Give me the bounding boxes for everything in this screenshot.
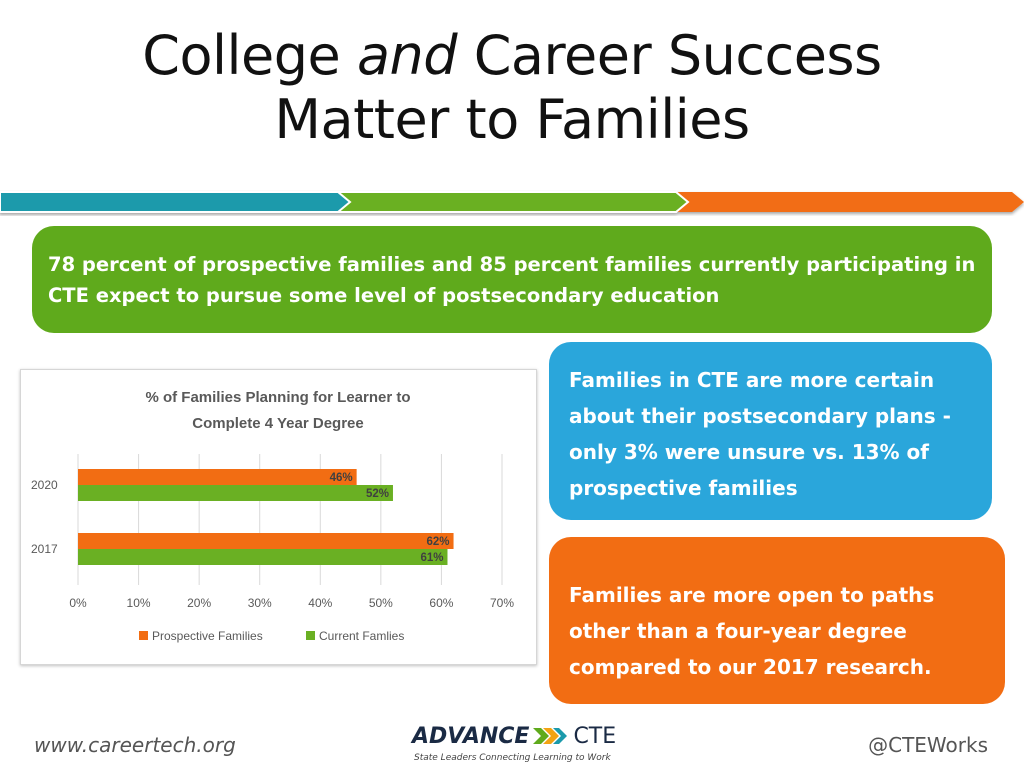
x-tick-label: 60%: [429, 596, 453, 610]
bar-current-famlies-2017: [78, 549, 448, 565]
bar-current-famlies-2020: [78, 485, 393, 501]
slide-title: College and Career Success Matter to Fam…: [0, 24, 1024, 152]
x-tick-label: 10%: [127, 596, 151, 610]
legend-label-0: Prospective Families: [152, 629, 263, 643]
title-emphasis: and: [356, 24, 458, 87]
footer-handle[interactable]: @CTEWorks: [868, 733, 988, 757]
x-tick-label: 50%: [369, 596, 393, 610]
logo-chevrons-icon: [533, 728, 568, 744]
legend-label-1: Current Famlies: [319, 629, 404, 643]
x-tick-label: 40%: [308, 596, 332, 610]
bar-chart: % of Families Planning for Learner to Com…: [31, 389, 514, 643]
data-label: 52%: [366, 488, 389, 500]
arrow-segment-orange: [676, 192, 1024, 212]
data-label: 62%: [427, 536, 450, 548]
x-tick-label: 20%: [187, 596, 211, 610]
decorative-arrow-band: [0, 191, 1024, 213]
data-label: 46%: [330, 472, 353, 484]
title-part-2: Career Success: [457, 24, 883, 87]
chart-title-line-1: % of Families Planning for Learner to: [145, 389, 410, 406]
chart-title-line-2: Complete 4 Year Degree: [192, 415, 363, 432]
data-label: 61%: [420, 552, 443, 564]
logo-advance-text: ADVANCE: [412, 723, 530, 749]
callout-green: 78 percent of prospective families and 8…: [32, 226, 992, 333]
callout-green-text: 78 percent of prospective families and 8…: [48, 252, 976, 307]
bar-chart-panel: % of Families Planning for Learner to Com…: [20, 369, 537, 665]
callout-blue: Families in CTE are more certain about t…: [549, 342, 992, 520]
arrow-segment-teal: [0, 191, 352, 213]
x-tick-label: 30%: [248, 596, 272, 610]
logo-cte-text: CTE: [573, 723, 617, 749]
arrow-segment-green: [335, 191, 690, 213]
logo-main: ADVANCE CTE: [412, 722, 616, 750]
bar-prospective-families-2020: [78, 469, 357, 485]
logo-tagline: State Leaders Connecting Learning to Wor…: [414, 753, 611, 763]
legend-swatch-1: [306, 631, 315, 640]
legend-swatch-0: [139, 631, 148, 640]
slide-title-line-1: College and Career Success: [0, 24, 1024, 88]
callout-orange: Families are more open to paths other th…: [549, 537, 1005, 704]
bar-prospective-families-2017: [78, 533, 454, 549]
slide-title-line-2: Matter to Families: [274, 88, 750, 151]
callout-orange-text: Families are more open to paths other th…: [569, 583, 935, 679]
advance-cte-logo: ADVANCE CTE State Leaders Connecting Lea…: [412, 722, 622, 768]
category-label-2020: 2020: [31, 478, 58, 492]
x-tick-label: 0%: [69, 596, 87, 610]
callout-blue-text: Families in CTE are more certain about t…: [569, 368, 951, 500]
x-tick-label: 70%: [490, 596, 514, 610]
footer-website[interactable]: www.careertech.org: [34, 733, 236, 757]
category-label-2017: 2017: [31, 542, 58, 556]
title-part-1: College: [142, 24, 357, 87]
